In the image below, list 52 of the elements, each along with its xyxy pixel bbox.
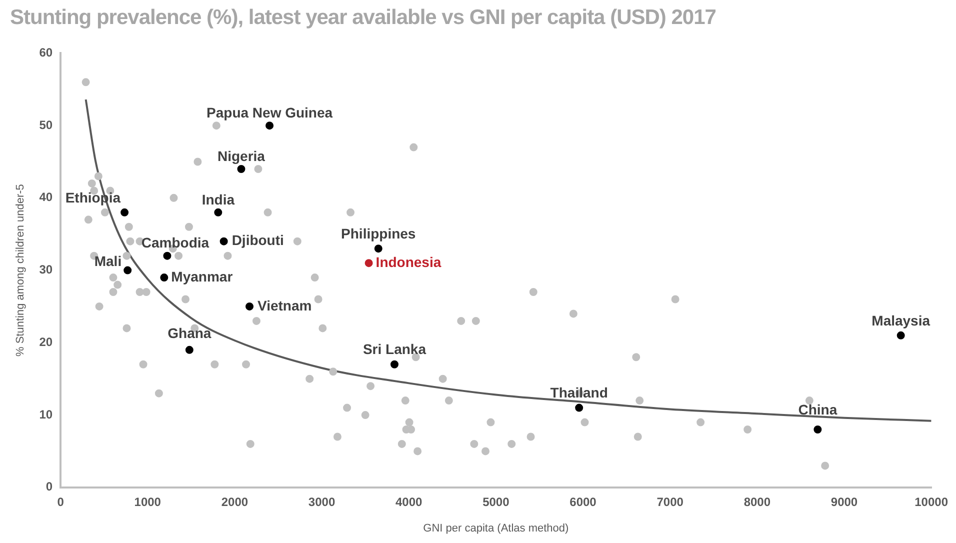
chart-title: Stunting prevalence (%), latest year available vs GNI per capita (USD) 2017 bbox=[10, 6, 716, 30]
annotation: Sri Lanka bbox=[362, 341, 426, 358]
y-tick-label: 20 bbox=[39, 334, 53, 349]
x-tick-label: 1000 bbox=[134, 494, 162, 509]
annotation: Djibouti bbox=[232, 232, 284, 248]
y-tick-label: 50 bbox=[39, 118, 53, 132]
y-tick-label: 10 bbox=[39, 407, 53, 422]
x-tick-label: 0 bbox=[57, 494, 64, 509]
annotation: Myanmar bbox=[171, 268, 234, 284]
point bbox=[814, 426, 822, 434]
y-tick-label: 60 bbox=[39, 46, 53, 60]
y-tick-label: 0 bbox=[46, 480, 53, 494]
annotation: Indonesia bbox=[376, 254, 442, 270]
point bbox=[266, 122, 274, 130]
point bbox=[237, 164, 246, 173]
x-tick-label: 6000 bbox=[570, 494, 597, 509]
point bbox=[246, 302, 254, 310]
x-tick-label: 5000 bbox=[482, 494, 510, 509]
annotation: Vietnam bbox=[258, 297, 312, 314]
point bbox=[163, 252, 172, 260]
x-tick-label: 4000 bbox=[396, 494, 423, 509]
y-tick-label: 40 bbox=[39, 190, 53, 204]
annotation: Thailand bbox=[550, 384, 608, 401]
point bbox=[374, 244, 382, 253]
point bbox=[214, 208, 222, 216]
annotation: China bbox=[798, 401, 838, 418]
x-tick-label: 10000 bbox=[914, 494, 948, 509]
annotation: Philippines bbox=[341, 225, 416, 242]
point bbox=[220, 237, 228, 246]
point bbox=[124, 266, 132, 274]
x-tick-label: 8000 bbox=[744, 494, 771, 509]
point bbox=[896, 331, 905, 340]
annotation: Papua New Guinea bbox=[206, 104, 333, 120]
x-tick-label: 7000 bbox=[656, 494, 684, 509]
x-tick-label: 9000 bbox=[830, 494, 858, 509]
point bbox=[390, 360, 398, 368]
annotation: Nigeria bbox=[218, 148, 266, 164]
annotation: Mali bbox=[94, 253, 122, 270]
annotation: India bbox=[202, 191, 235, 208]
x-axis-title: GNI per capita (Atlas method) bbox=[423, 522, 569, 534]
point bbox=[120, 208, 129, 216]
y-axis-title: % Stunting among children under-5 bbox=[14, 184, 27, 357]
annotation: Malaysia bbox=[872, 312, 930, 328]
y-tick-label: 30 bbox=[39, 262, 53, 277]
point bbox=[160, 274, 168, 282]
point bbox=[575, 404, 584, 412]
x-tick-label: 3000 bbox=[308, 494, 336, 509]
x-tick-label: 2000 bbox=[221, 494, 248, 509]
annotation: Ghana bbox=[168, 324, 212, 341]
annotation: Cambodia bbox=[141, 234, 210, 251]
point bbox=[185, 346, 194, 354]
point bbox=[364, 259, 373, 268]
